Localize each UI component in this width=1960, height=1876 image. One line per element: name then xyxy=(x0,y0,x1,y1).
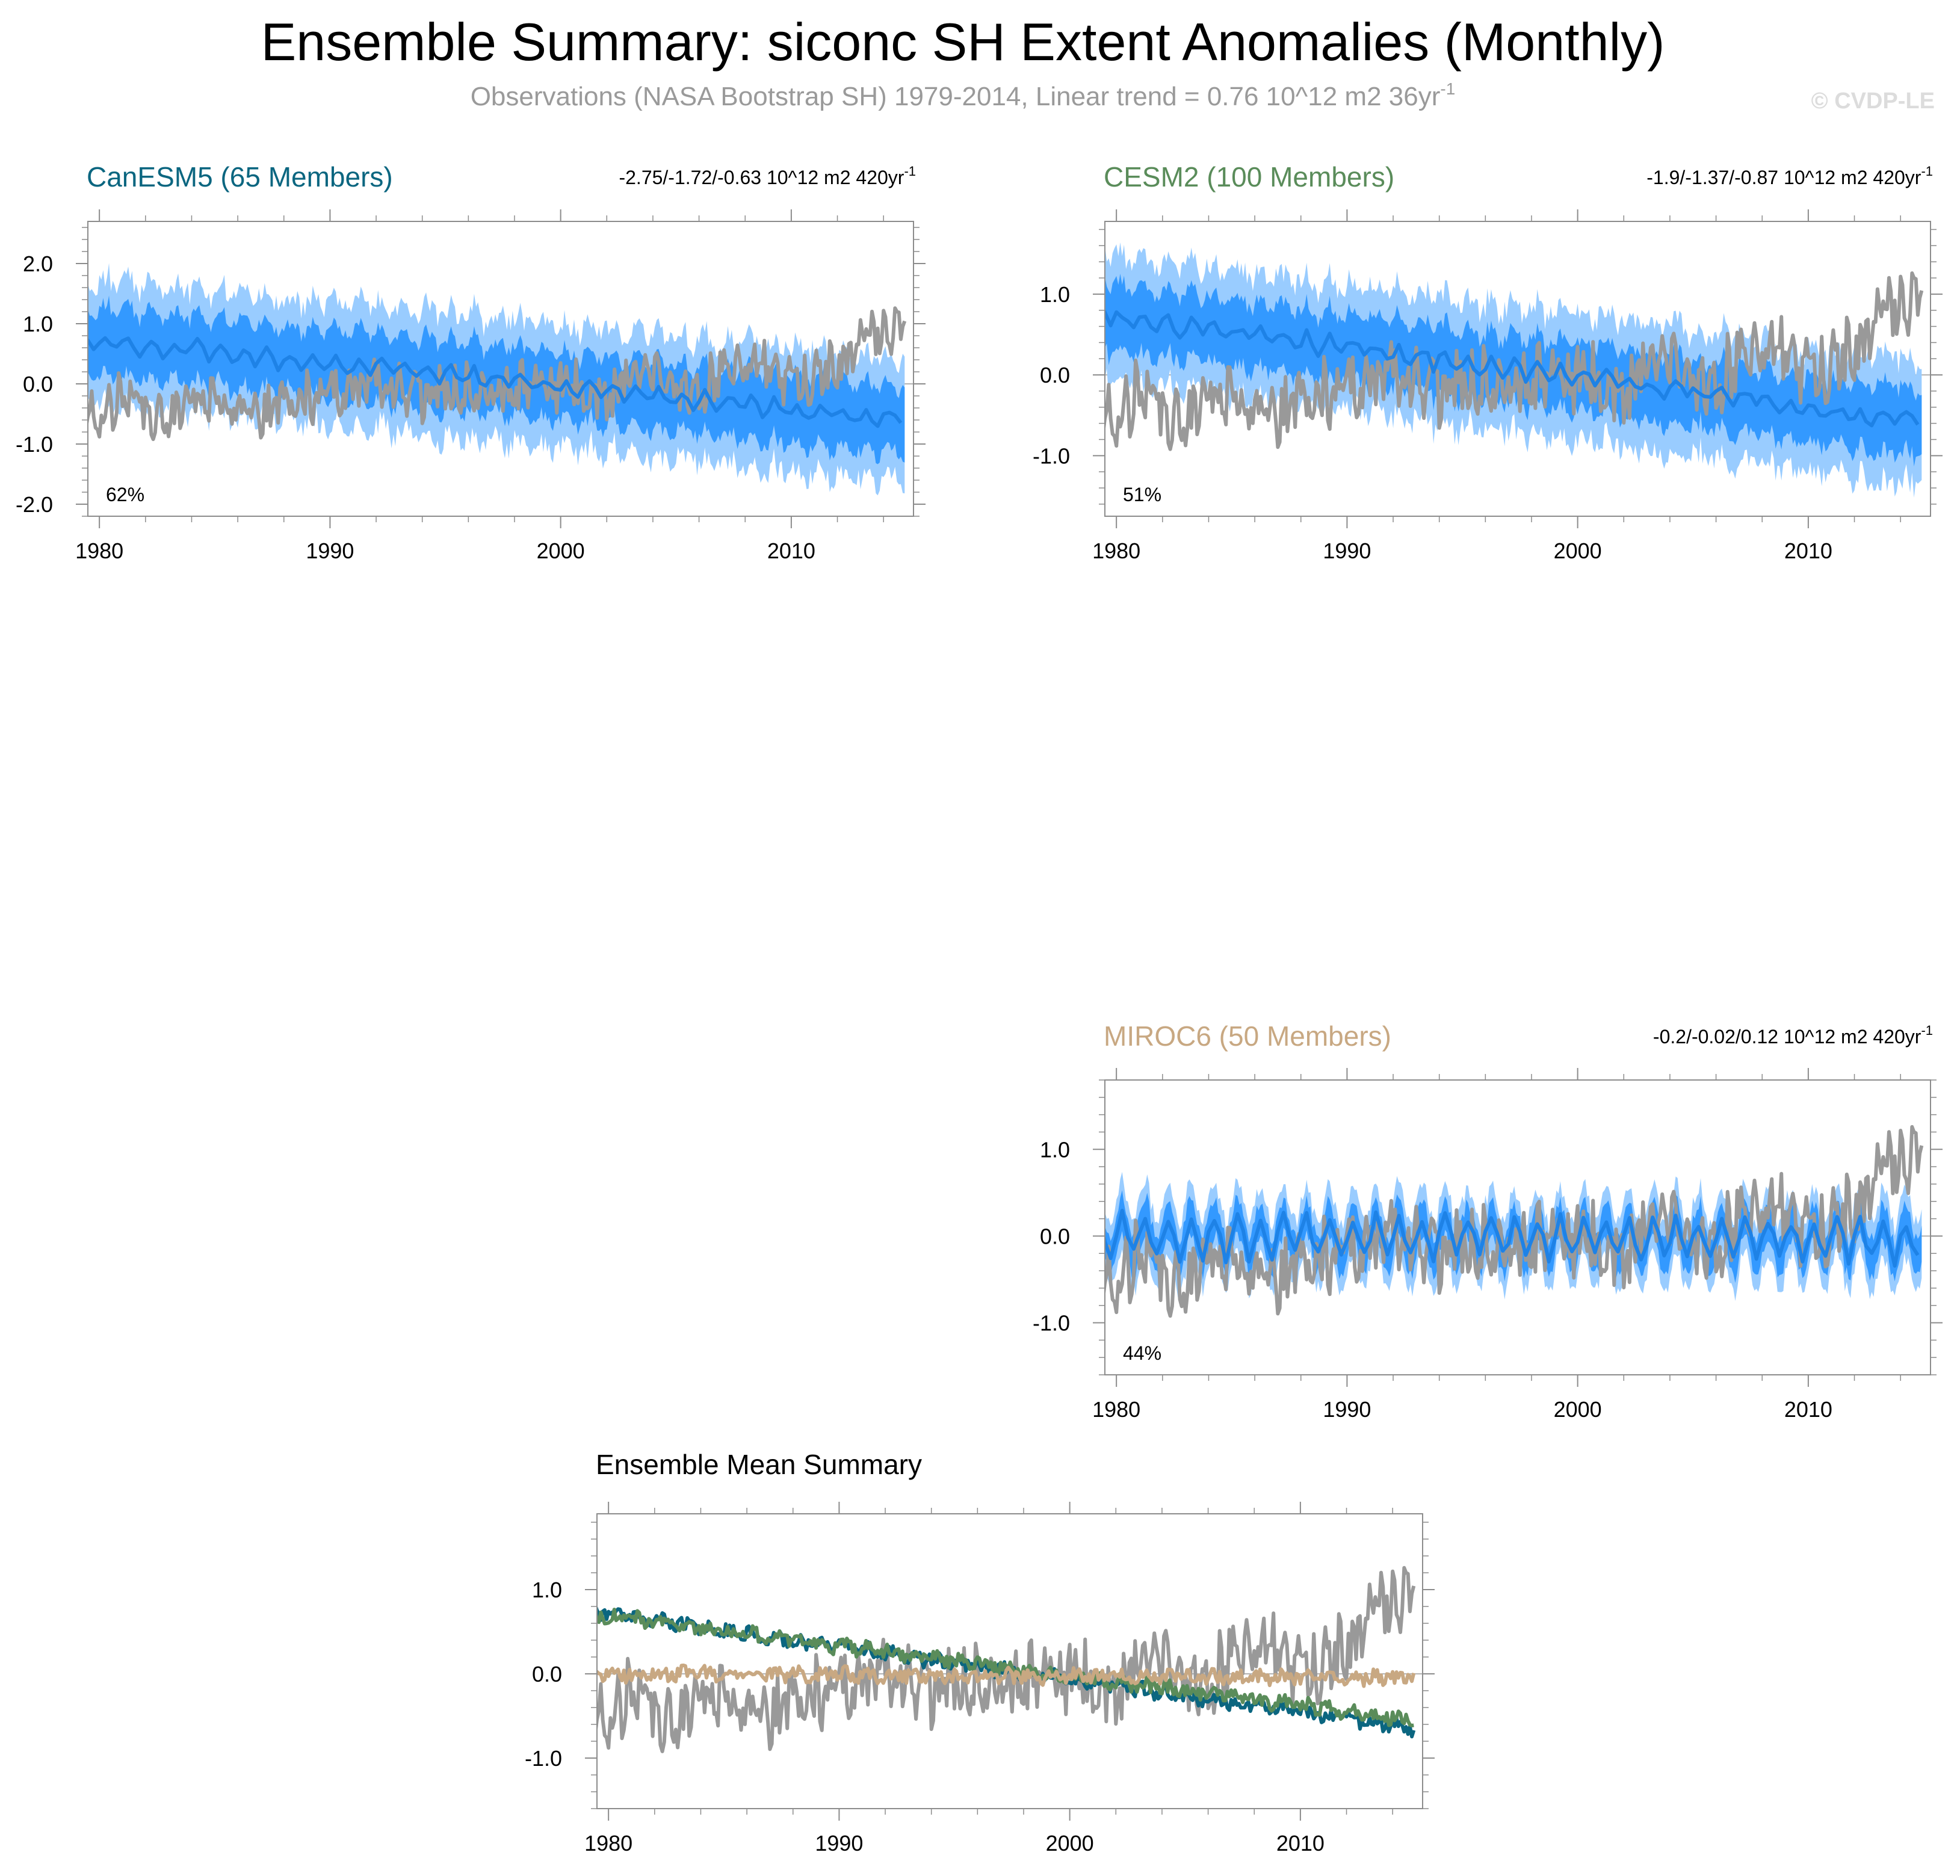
spread-inner-band xyxy=(88,295,905,464)
y-tick-label: -1.0 xyxy=(1033,1311,1070,1336)
x-tick-label: 2010 xyxy=(1276,1831,1325,1856)
trend-label: -2.75/-1.72/-0.63 10^12 m2 420yr-1 xyxy=(619,164,916,188)
y-tick-label: 0.0 xyxy=(1040,1224,1070,1248)
spread-inner-band xyxy=(1105,1190,1922,1283)
percent-label: 51% xyxy=(1123,484,1161,505)
y-tick-label: -1.0 xyxy=(525,1746,562,1771)
y-tick-label: 1.0 xyxy=(23,312,53,336)
y-tick-label: 1.0 xyxy=(532,1578,562,1602)
trend-label-text: -0.2/-0.02/0.12 10^12 m2 420yr xyxy=(1653,1026,1921,1048)
x-tick-label: 2000 xyxy=(1554,538,1602,563)
panel-title: CESM2 (100 Members) xyxy=(1104,161,1394,193)
percent-label: 62% xyxy=(106,484,144,505)
x-tick-label: 2010 xyxy=(767,538,815,563)
percent-label: 44% xyxy=(1123,1342,1161,1364)
y-tick-label: 0.0 xyxy=(1040,363,1070,387)
y-tick-label: 1.0 xyxy=(1040,282,1070,307)
trend-label-text: -1.9/-1.37/-0.87 10^12 m2 420yr xyxy=(1646,167,1921,188)
series-line-cesm2 xyxy=(597,1608,1414,1727)
panel-cesm2: 1980 1990 2000 2010 -1.0 0.0 1.0 CESM2 (100 Mem… xyxy=(1033,161,1943,563)
x-tick-label: 2010 xyxy=(1784,538,1832,563)
x-tick-label: 2000 xyxy=(1554,1397,1602,1422)
spread-inner-band xyxy=(1105,273,1922,467)
x-tick-label: 1980 xyxy=(75,538,123,563)
ensemble-mean-line xyxy=(1105,1209,1920,1268)
plot-frame xyxy=(596,1513,1423,1809)
panel-title: MIROC6 (50 Members) xyxy=(1104,1020,1391,1052)
y-tick-label: 2.0 xyxy=(23,251,53,276)
subtitle-text: Observations (NASA Bootstrap SH) 1979-20… xyxy=(471,82,1441,111)
y-tick-label: -1.0 xyxy=(16,432,53,457)
main-title: Ensemble Summary: siconc SH Extent Anoma… xyxy=(261,12,1665,72)
series-line-miroc6 xyxy=(597,1663,1416,1688)
observations-line xyxy=(1105,271,1924,451)
panel-miroc6: 1980 1990 2000 2010 -1.0 0.0 1.0 MIROC6 (50 Mem… xyxy=(1033,1020,1943,1422)
x-tick-label: 1980 xyxy=(1092,1397,1140,1422)
plot-frame xyxy=(1104,221,1931,517)
x-tick-label: 1990 xyxy=(1323,1397,1371,1422)
plot-frame xyxy=(1104,1079,1931,1375)
plot-area xyxy=(597,1566,1423,1753)
x-tick-label: 2000 xyxy=(1046,1831,1094,1856)
ensemble-mean-line xyxy=(1105,308,1920,428)
x-tick-label: 1990 xyxy=(1323,538,1371,563)
trend-label-superscript: -1 xyxy=(1921,164,1933,179)
plot-area xyxy=(1105,1125,1931,1318)
y-tick-label: 1.0 xyxy=(1040,1137,1070,1162)
x-tick-label: 1980 xyxy=(584,1831,632,1856)
x-tick-label: 1990 xyxy=(306,538,354,563)
subtitle-superscript: -1 xyxy=(1440,79,1455,98)
panel-title: Ensemble Mean Summary xyxy=(596,1449,922,1480)
y-tick-label: 0.0 xyxy=(23,372,53,396)
trend-label: -0.2/-0.02/0.12 10^12 m2 420yr-1 xyxy=(1653,1023,1933,1048)
subtitle: Observations (NASA Bootstrap SH) 1979-20… xyxy=(471,79,1456,111)
panel-ensemble-mean-summary: 1980 1990 2000 2010 -1.0 0.0 1.0 Ensemble Mean … xyxy=(525,1449,1435,1856)
x-tick-label: 1990 xyxy=(815,1831,863,1856)
observations-line xyxy=(88,306,907,442)
y-tick-label: -1.0 xyxy=(1033,443,1070,468)
x-tick-label: 1980 xyxy=(1092,538,1140,563)
trend-label-superscript: -1 xyxy=(1921,1023,1933,1038)
x-tick-label: 2010 xyxy=(1784,1397,1832,1422)
panel-canesm5: 1980 1990 2000 2010 -2.0 -1.0 0.0 1.0 2.0 CanESM5… xyxy=(16,161,926,563)
credit-label: © CVDP-LE xyxy=(1811,88,1935,114)
trend-label-text: -2.75/-1.72/-0.63 10^12 m2 420yr xyxy=(619,167,904,188)
ensemble-mean-line xyxy=(88,336,903,428)
y-tick-label: 0.0 xyxy=(532,1662,562,1686)
plot-area xyxy=(1105,242,1931,498)
x-tick-label: 2000 xyxy=(537,538,585,563)
observations-line xyxy=(597,1566,1416,1753)
plot-area xyxy=(88,263,914,496)
trend-label: -1.9/-1.37/-0.87 10^12 m2 420yr-1 xyxy=(1646,164,1933,188)
panel-title: CanESM5 (65 Members) xyxy=(87,161,393,193)
trend-label-superscript: -1 xyxy=(904,164,916,179)
y-tick-label: -2.0 xyxy=(16,492,53,517)
plot-frame xyxy=(87,221,914,517)
